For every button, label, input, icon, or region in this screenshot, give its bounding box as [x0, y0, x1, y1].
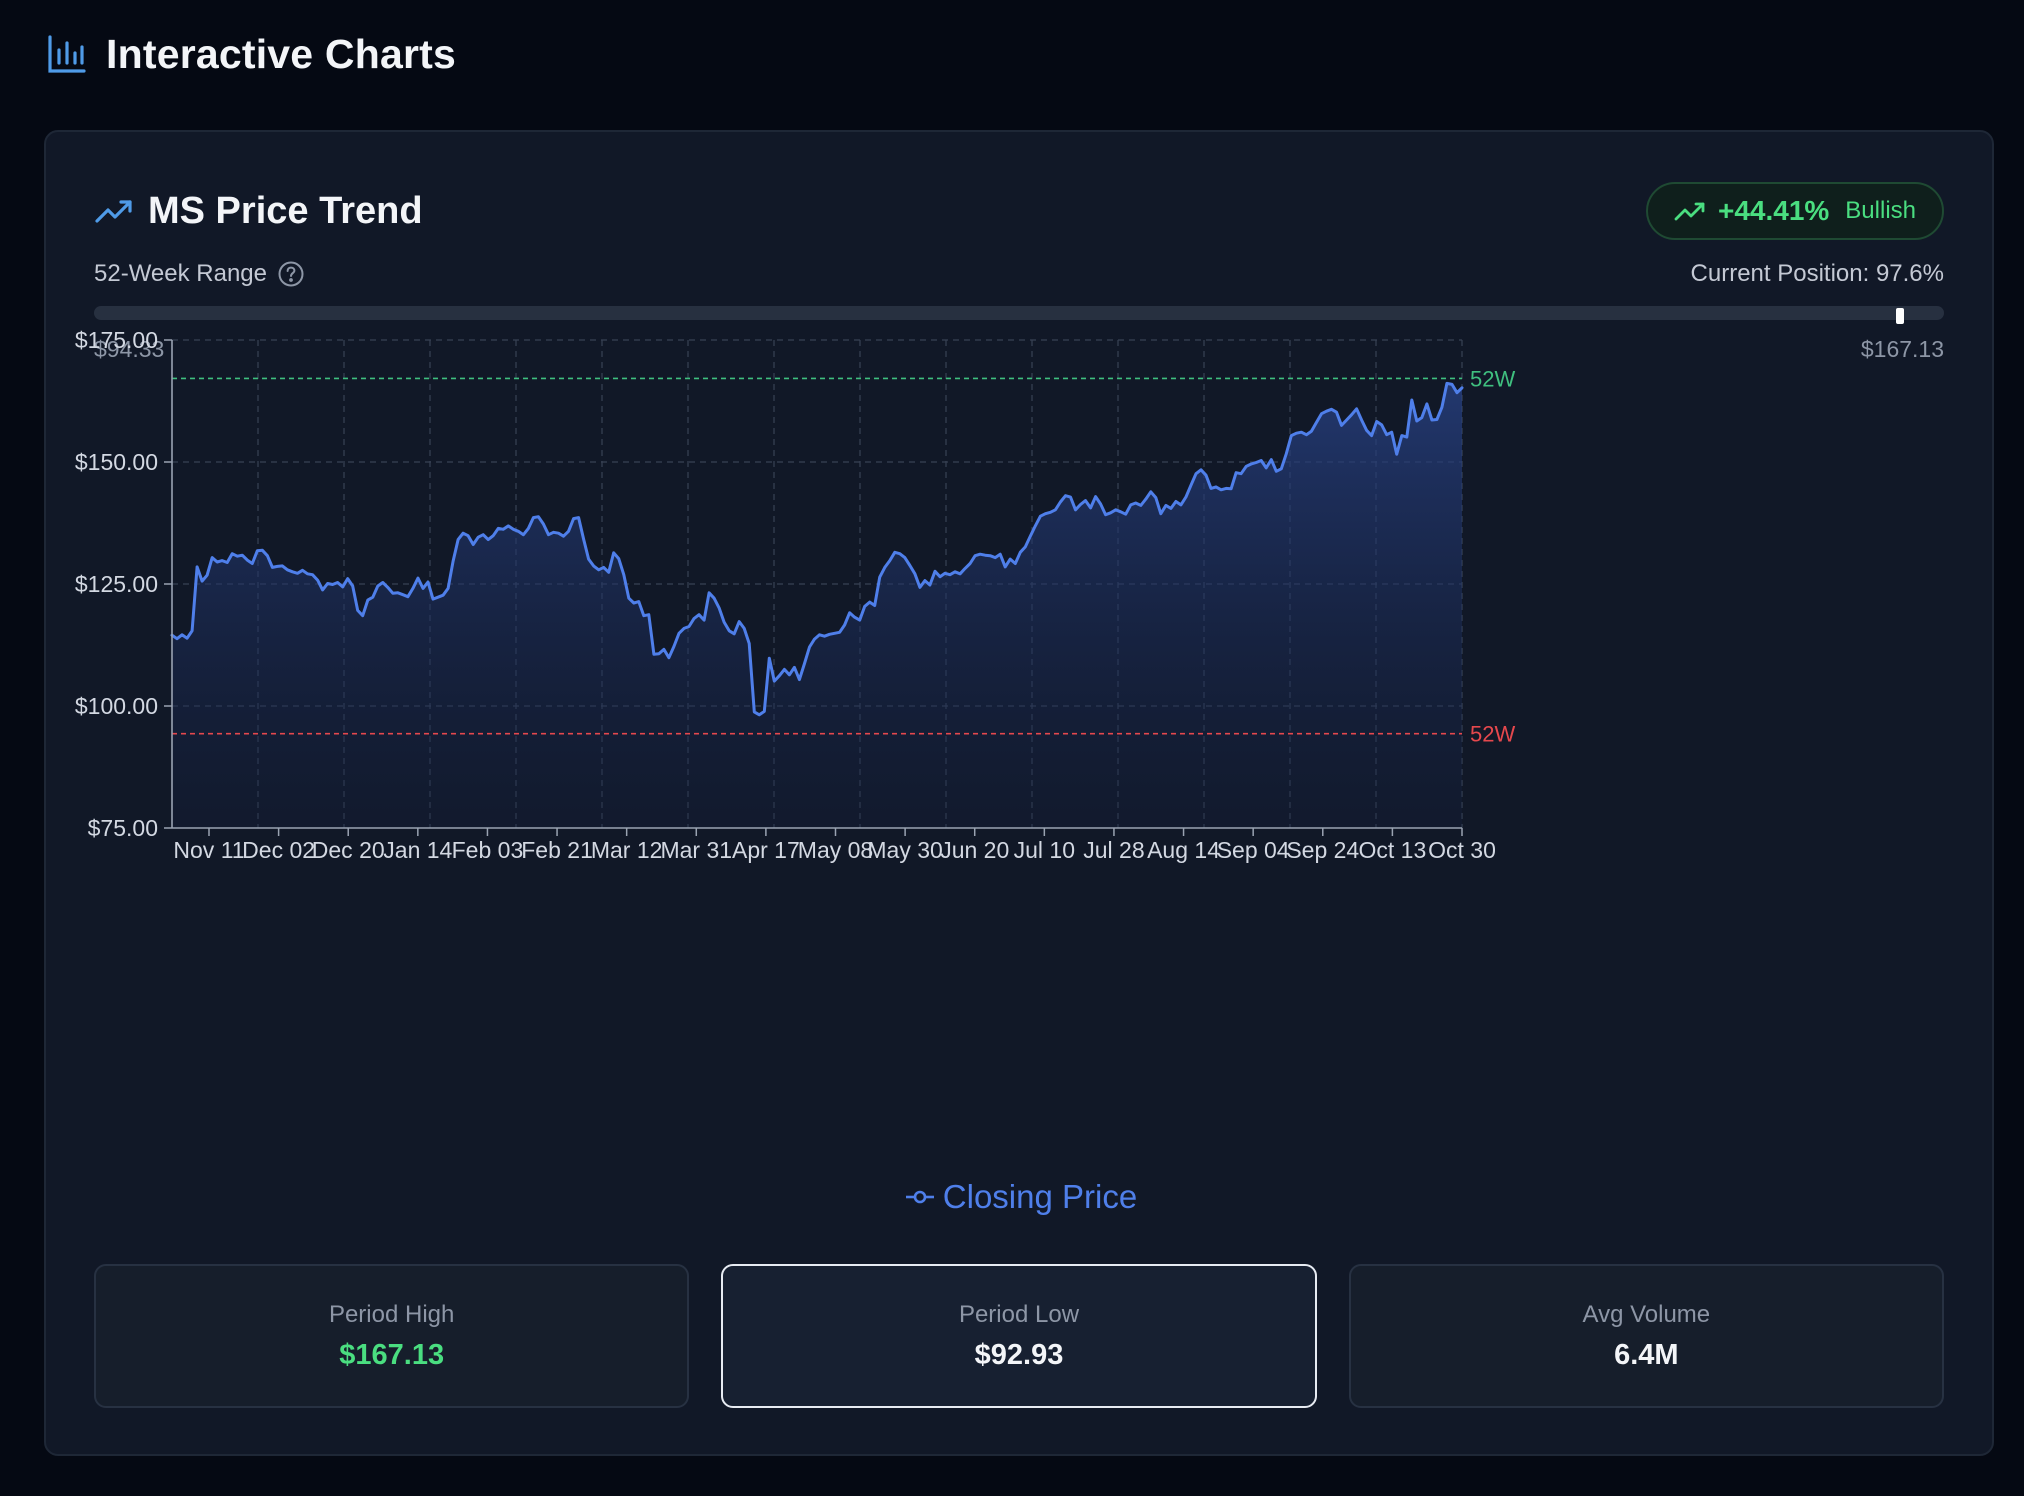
range-min: $94.33 — [94, 336, 165, 362]
price-chart[interactable]: 52W 52W $175.00 $150.00 $125.00 $100.00 $75.0… — [46, 132, 1996, 1142]
x-tick-label: Apr 17 — [732, 837, 800, 863]
x-tick-label: Aug 14 — [1147, 837, 1220, 863]
range-max: $167.13 — [1860, 336, 1944, 362]
current-position-text: Current Position: 97.6% — [1690, 260, 1944, 287]
trending-up-icon — [1674, 202, 1705, 221]
chart-legend[interactable]: Closing Price — [46, 1172, 1996, 1222]
price-area — [172, 383, 1462, 828]
x-tick-label: Feb 21 — [521, 837, 593, 863]
y-tick-label: $175.00 — [75, 327, 158, 353]
x-tick-label: May 30 — [867, 837, 942, 863]
range-label-row: 52-Week Range — [94, 256, 305, 292]
x-tick-label: Oct 30 — [1428, 837, 1496, 863]
x-tick-label: Jul 10 — [1014, 837, 1075, 863]
card-title-row: MS Price Trend — [94, 186, 423, 236]
trend-percent: +44.41% — [1717, 195, 1830, 226]
range-track — [94, 306, 1944, 324]
x-tick-label: Nov 11 — [173, 837, 244, 863]
y-tick-label: $100.00 — [75, 693, 158, 719]
stat-label: Avg Volume — [1582, 1300, 1711, 1328]
x-tick-label: May 08 — [798, 837, 873, 863]
price-line — [170, 381, 1464, 717]
trend-label: Bullish — [1845, 197, 1916, 224]
stat-card-avg-volume[interactable]: Avg Volume 6.4M — [1348, 1264, 1944, 1408]
range-label: 52-Week Range — [94, 260, 267, 287]
trend-badge: +44.41% Bullish — [1645, 182, 1944, 240]
trending-up-icon — [95, 200, 132, 223]
stat-card-period-high[interactable]: Period High $167.13 — [94, 1264, 690, 1408]
stat-value: 6.4M — [1614, 1338, 1679, 1371]
x-tick-label: Jun 20 — [940, 837, 1009, 863]
x-tick-label: Sep 24 — [1286, 837, 1359, 863]
help-circle-icon[interactable] — [277, 260, 305, 288]
x-tick-label: Sep 04 — [1217, 837, 1290, 863]
y-tick-label: $150.00 — [75, 449, 158, 475]
x-tick-label: Jan 14 — [383, 837, 452, 863]
stat-label: Period High — [328, 1300, 455, 1328]
range-position-marker — [1895, 308, 1904, 324]
x-tick-label: Jul 28 — [1083, 837, 1144, 863]
stat-value: $92.93 — [974, 1338, 1064, 1371]
x-tick-label: Oct 13 — [1359, 837, 1427, 863]
stat-label: Period Low — [958, 1300, 1080, 1328]
stat-value: $167.13 — [339, 1338, 445, 1371]
y-tick-label: $125.00 — [75, 571, 158, 597]
bar-chart-icon — [48, 35, 86, 73]
x-tick-label: Mar 31 — [660, 837, 732, 863]
legend-label: Closing Price — [942, 1178, 1138, 1215]
x-tick-label: Dec 02 — [242, 837, 315, 863]
stats-row: Period High $167.13 Period Low $92.93 Av… — [94, 1264, 1944, 1408]
line-marker-icon — [905, 1190, 934, 1204]
low-52w-label: 52W — [1470, 722, 1515, 747]
x-tick-label: Dec 20 — [312, 837, 385, 863]
page-header: Interactive Charts — [46, 28, 456, 80]
x-tick-label: Mar 12 — [591, 837, 663, 863]
page-title: Interactive Charts — [106, 30, 456, 77]
x-tick-label: Feb 03 — [452, 837, 524, 863]
price-trend-card: MS Price Trend +44.41% Bullish 52-Week R… — [44, 130, 1994, 1456]
stat-card-period-low[interactable]: Period Low $92.93 — [721, 1264, 1317, 1408]
high-52w-label: 52W — [1470, 366, 1515, 391]
card-title: MS Price Trend — [148, 189, 423, 232]
y-tick-label: $75.00 — [88, 815, 158, 841]
